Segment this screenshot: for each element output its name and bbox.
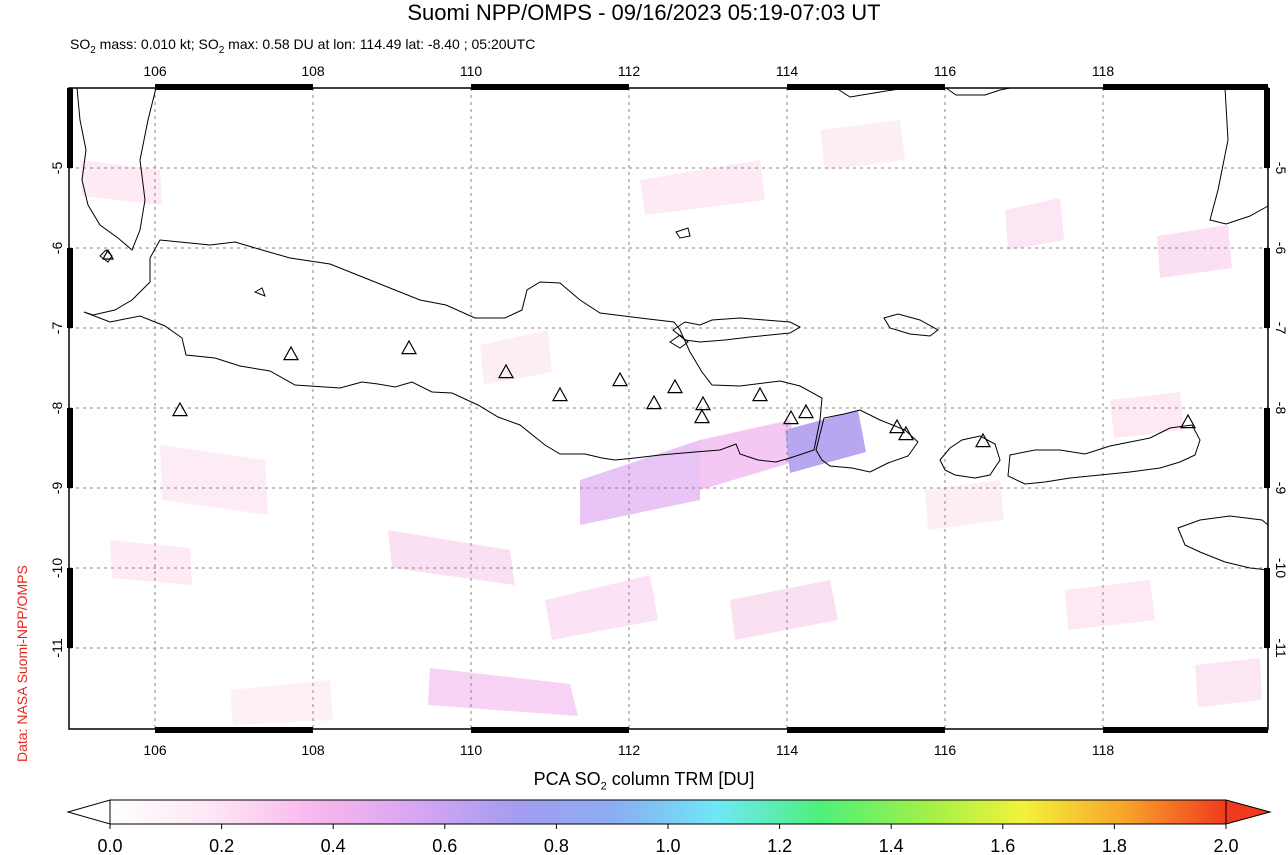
colorbar-tick-label: 0.0 — [97, 836, 122, 855]
lat-tick-label-left: -5 — [49, 162, 65, 175]
colorbar-tick-label: 1.0 — [655, 836, 680, 855]
colorbar-tick-label: 0.2 — [209, 836, 234, 855]
lon-tick-label-bottom: 114 — [776, 742, 799, 758]
lat-tick-label-right: -8 — [1273, 402, 1288, 415]
lat-tick-label-right: -9 — [1273, 482, 1288, 495]
volcano-triangle-icon — [551, 386, 569, 402]
lon-tick-label-bottom: 112 — [618, 742, 641, 758]
lon-tick-label-bottom: 110 — [460, 742, 483, 758]
colorbar-tick-label: 2.0 — [1213, 836, 1238, 855]
colorbar-title: PCA SO2 column TRM [DU] — [533, 769, 755, 793]
map-title: Suomi NPP/OMPS - 09/16/2023 05:19-07:03 … — [407, 0, 881, 25]
lat-tick-label-right: -6 — [1273, 242, 1288, 255]
lon-tick-label-bottom: 106 — [143, 742, 167, 758]
lat-tick-label-left: -10 — [49, 558, 65, 578]
volcano-triangle-icon — [782, 409, 800, 425]
lat-tick-label-left: -9 — [49, 482, 65, 495]
lat-tick-label-right: -7 — [1273, 322, 1288, 335]
so2-pixel-layer — [80, 120, 1262, 725]
lon-tick-label-top: 112 — [618, 63, 641, 79]
volcano-triangle-icon — [645, 394, 663, 410]
lon-tick-label-bottom: 118 — [1092, 742, 1115, 758]
lat-tick-label-left: -6 — [49, 242, 65, 255]
volcano-triangle-icon — [400, 339, 418, 355]
colorbar-tick-label: 0.6 — [432, 836, 457, 855]
colorbar-tick-label: 1.6 — [990, 836, 1015, 855]
lat-tick-label-left: -11 — [49, 638, 65, 657]
colorbar-tick-label: 0.4 — [321, 836, 346, 855]
so2-map: 106 106 108 108 110 110 112 112 114 114 116 116 118 1… — [49, 63, 1288, 758]
colorbar-tick-label: 1.2 — [767, 836, 792, 855]
volcano-triangle-icon — [282, 345, 300, 361]
colorbar-tick-label: 1.8 — [1102, 836, 1127, 855]
lat-tick-label-right: -5 — [1273, 162, 1288, 175]
volcano-triangle-icon — [611, 371, 629, 387]
lon-tick-label-top: 108 — [301, 63, 325, 79]
colorbar: 0.0 0.2 0.4 0.6 0.8 1.0 1.2 1.4 1.6 1.8 2.0 — [66, 799, 1272, 855]
frame-tick-bars — [67, 84, 1270, 733]
lat-tick-label-right: -10 — [1273, 558, 1288, 578]
volcano-triangle-icon — [693, 408, 711, 424]
volcano-triangle-icon — [888, 418, 906, 434]
volcano-markers — [101, 248, 1197, 448]
volcano-triangle-icon — [694, 395, 712, 411]
lon-tick-label-top: 114 — [776, 63, 799, 79]
volcano-triangle-icon — [974, 432, 992, 448]
map-subtitle: SO2 mass: 0.010 kt; SO2 max: 0.58 DU at … — [70, 36, 536, 56]
volcano-triangle-icon — [666, 378, 684, 394]
colorbar-tick-label: 1.4 — [879, 836, 904, 855]
volcano-triangle-icon — [797, 403, 815, 419]
lon-tick-label-bottom: 108 — [301, 742, 325, 758]
graticule — [69, 88, 1268, 729]
volcano-triangle-icon — [897, 425, 915, 441]
colorbar-tick-label: 0.8 — [544, 836, 569, 855]
lat-tick-label-left: -8 — [49, 402, 65, 415]
lat-tick-label-left: -7 — [49, 322, 65, 335]
volcano-triangle-icon — [171, 401, 189, 417]
volcano-triangle-icon — [101, 248, 115, 260]
lon-tick-label-bottom: 116 — [934, 742, 957, 758]
axis-tick-labels: 106 106 108 108 110 110 112 112 114 114 116 116 118 1… — [49, 63, 1288, 758]
lon-tick-label-top: 106 — [143, 63, 167, 79]
volcano-triangle-icon — [751, 386, 769, 402]
volcano-triangle-icon — [497, 363, 515, 379]
lon-tick-label-top: 110 — [460, 63, 483, 79]
lon-tick-label-top: 118 — [1092, 63, 1115, 79]
lon-tick-label-top: 116 — [934, 63, 957, 79]
volcano-triangle-icon — [1179, 413, 1197, 429]
lat-tick-label-right: -11 — [1273, 638, 1288, 657]
